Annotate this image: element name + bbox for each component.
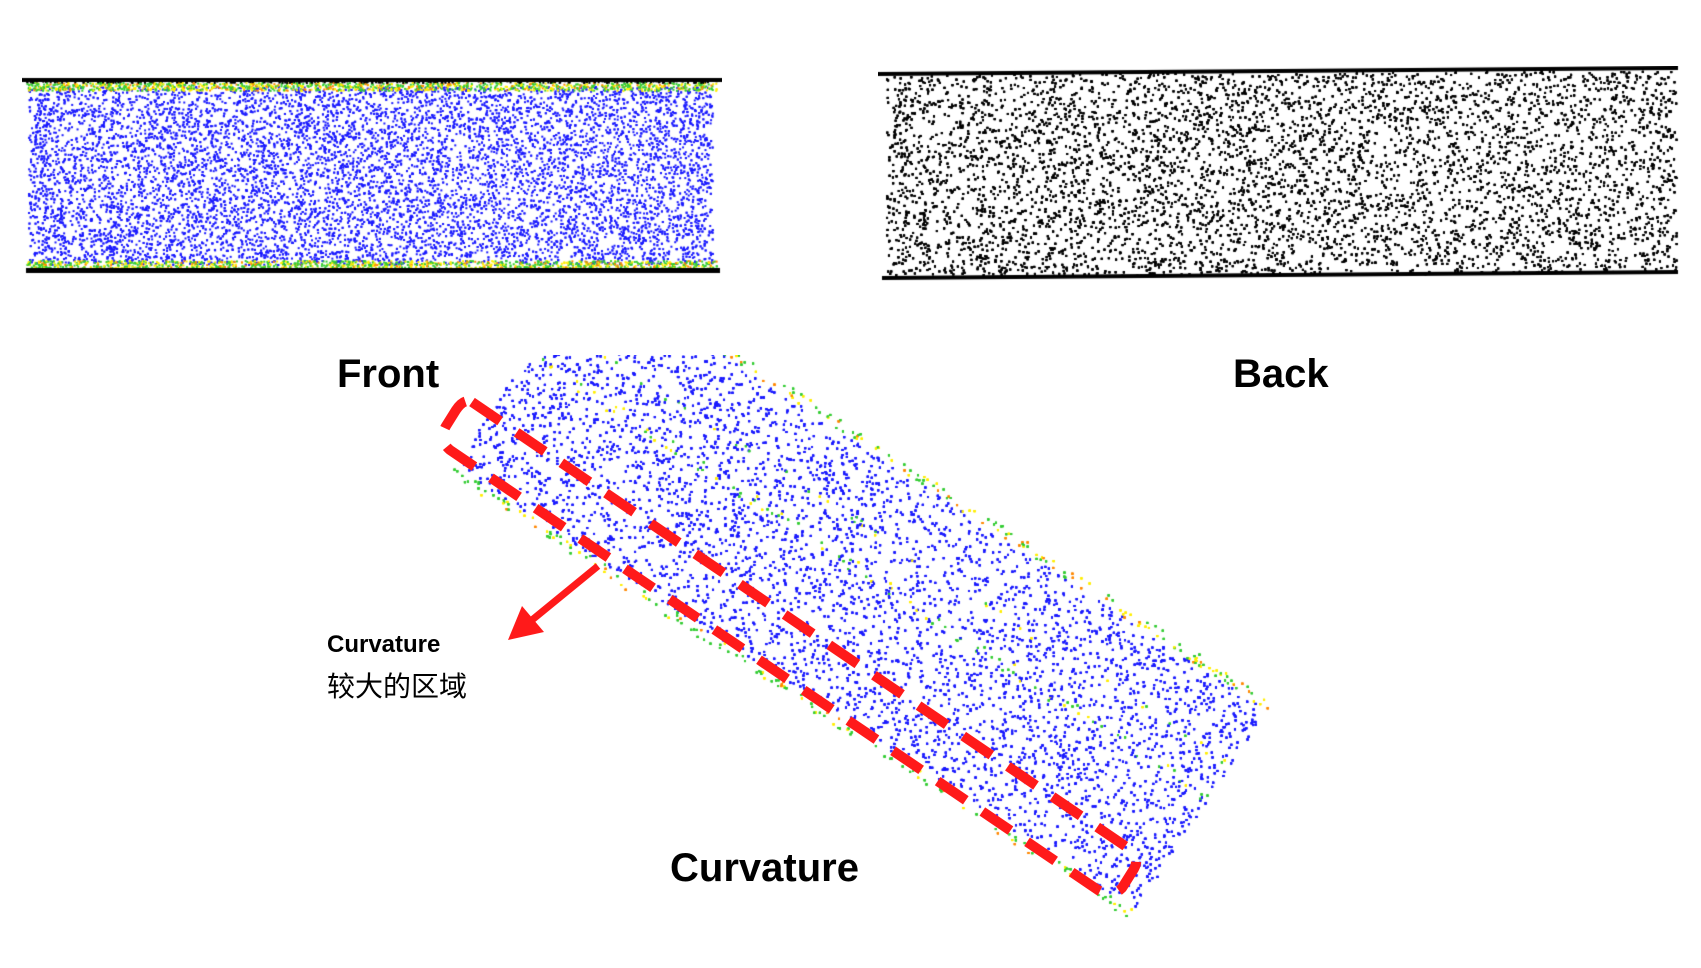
annotation-arrow-shaft [532, 566, 598, 620]
annotation-text-line2: 较大的区域 [327, 665, 467, 705]
back-label: Back [1233, 352, 1329, 397]
front-label: Front [337, 352, 439, 397]
high-curvature-region-box [443, 401, 1136, 894]
curvature-label: Curvature [670, 846, 859, 891]
annotation-text-line1: Curvature [327, 631, 440, 659]
